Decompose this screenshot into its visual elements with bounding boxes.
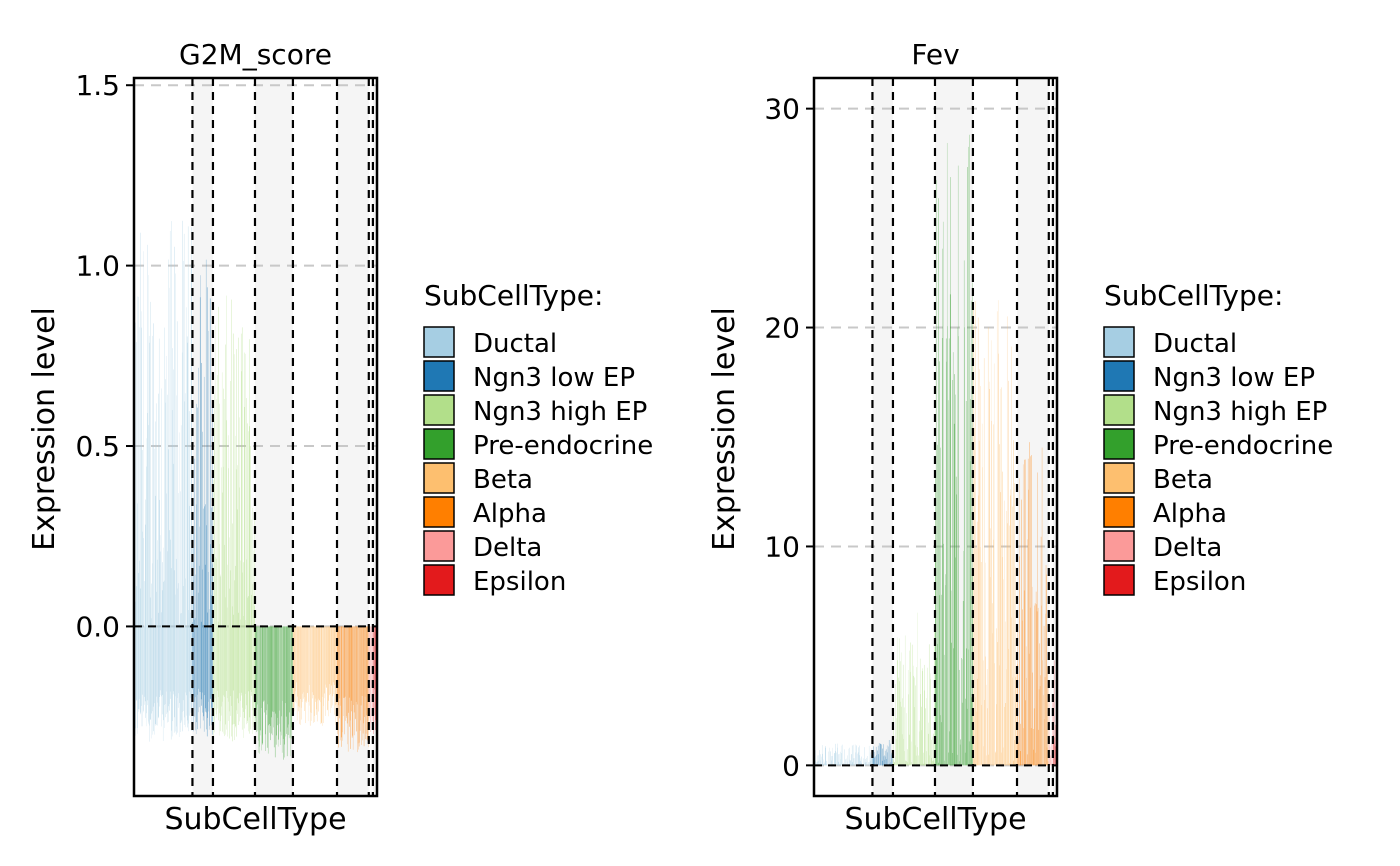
bars-beta [972,300,1017,766]
legend-title: SubCellType: [1104,279,1283,312]
legend-item: Alpha [1103,496,1227,529]
legend-item: Ngn3 high EP [1103,394,1327,427]
y-tick-label: 0.5 [75,430,120,463]
legend-label: Delta [473,533,542,563]
legend-swatch [1103,360,1135,392]
bars-ductal [134,217,193,742]
legend-swatch [423,428,455,460]
legend-item: Delta [1103,530,1222,563]
legend-item: Pre-endocrine [423,428,653,461]
legend-item: Ductal [423,326,557,359]
legend-swatch [1103,496,1135,528]
legend-label: Alpha [1153,499,1227,529]
legend-item: Ngn3 low EP [423,360,635,393]
legend-swatch [423,360,455,392]
legend-item: Pre-endocrine [1103,428,1333,461]
legend: SubCellType: Ductal Ngn3 low EP Ngn3 high E… [423,279,653,597]
legend-swatch [1103,326,1135,358]
legend-label: Beta [1153,465,1213,495]
legend-label: Beta [473,465,533,495]
legend-item: Alpha [423,496,547,529]
y-tick-label: 1.0 [75,250,120,283]
legend-swatch [423,462,455,494]
legend-item: Ngn3 high EP [423,394,647,427]
group-band [1052,78,1057,796]
legend-label: Ductal [473,329,557,359]
group-band [372,78,377,796]
legend-label: Pre-endocrine [1153,431,1333,461]
legend: SubCellType: Ductal Ngn3 low EP Ngn3 high E… [1103,279,1333,597]
legend-label: Epsilon [473,567,566,597]
bars-ngn3-high-ep [212,295,255,742]
bars [814,134,1057,766]
x-axis-label: SubCellType [164,802,346,837]
legend-swatch [423,326,455,358]
bars-ductal [814,743,873,766]
legend-label: Epsilon [1153,567,1246,597]
legend-swatch [1103,564,1135,596]
y-tick-label: 1.5 [75,69,120,102]
bars-alpha [337,626,369,753]
legend-label: Pre-endocrine [473,431,653,461]
y-axis-label: Expression level [707,307,742,551]
y-tick-label: 0 [782,749,800,782]
bars-beta [292,626,337,726]
legend-label: Ngn3 low EP [1153,363,1315,393]
legend-swatch [423,530,455,562]
legend-item: Beta [423,462,533,495]
legend-item: Ductal [1103,326,1237,359]
axis-frame [132,76,379,798]
y-tick-label: 10 [764,530,800,563]
legend-swatch [423,496,455,528]
legend-item: Beta [1103,462,1213,495]
legend-swatch [1103,428,1135,460]
group-band [1017,78,1049,796]
bars-ngn3-low-ep [872,739,893,766]
y-tick-label: 20 [764,312,800,345]
legend-item: Ngn3 low EP [1103,360,1315,393]
y-tick-label: 0.0 [75,610,120,643]
legend-label: Ngn3 high EP [473,397,647,427]
legend-swatch [423,394,455,426]
legend-item: Epsilon [1103,564,1246,597]
x-axis-label: SubCellType [844,802,1026,837]
legend-swatch [1103,462,1135,494]
legend-title: SubCellType: [424,279,603,312]
legend-label: Alpha [473,499,547,529]
panel-title: Fev [911,38,959,71]
bars-ngn3-high-ep [892,612,935,766]
group-band [872,78,893,796]
y-tick-label: 30 [764,93,800,126]
legend-swatch [1103,530,1135,562]
bars-pre-endocrine [934,134,973,766]
legend-item: Epsilon [423,564,566,597]
panel-1: 0 10 20 30 Fev SubCellType Expression level Sub… [707,38,1333,837]
axis-frame [812,76,1059,798]
bars-ngn3-low-ep [192,259,213,737]
panel-0: 0.0 0.5 1.0 1.5 G2M_score SubCellType Expressi… [27,38,653,837]
legend-swatch [1103,394,1135,426]
panel-title: G2M_score [179,38,332,71]
legend-item: Delta [423,530,542,563]
legend-label: Ngn3 low EP [473,363,635,393]
legend-swatch [423,564,455,596]
y-axis-label: Expression level [27,307,62,551]
legend-label: Ngn3 high EP [1153,397,1327,427]
legend-label: Delta [1153,533,1222,563]
legend-label: Ductal [1153,329,1237,359]
